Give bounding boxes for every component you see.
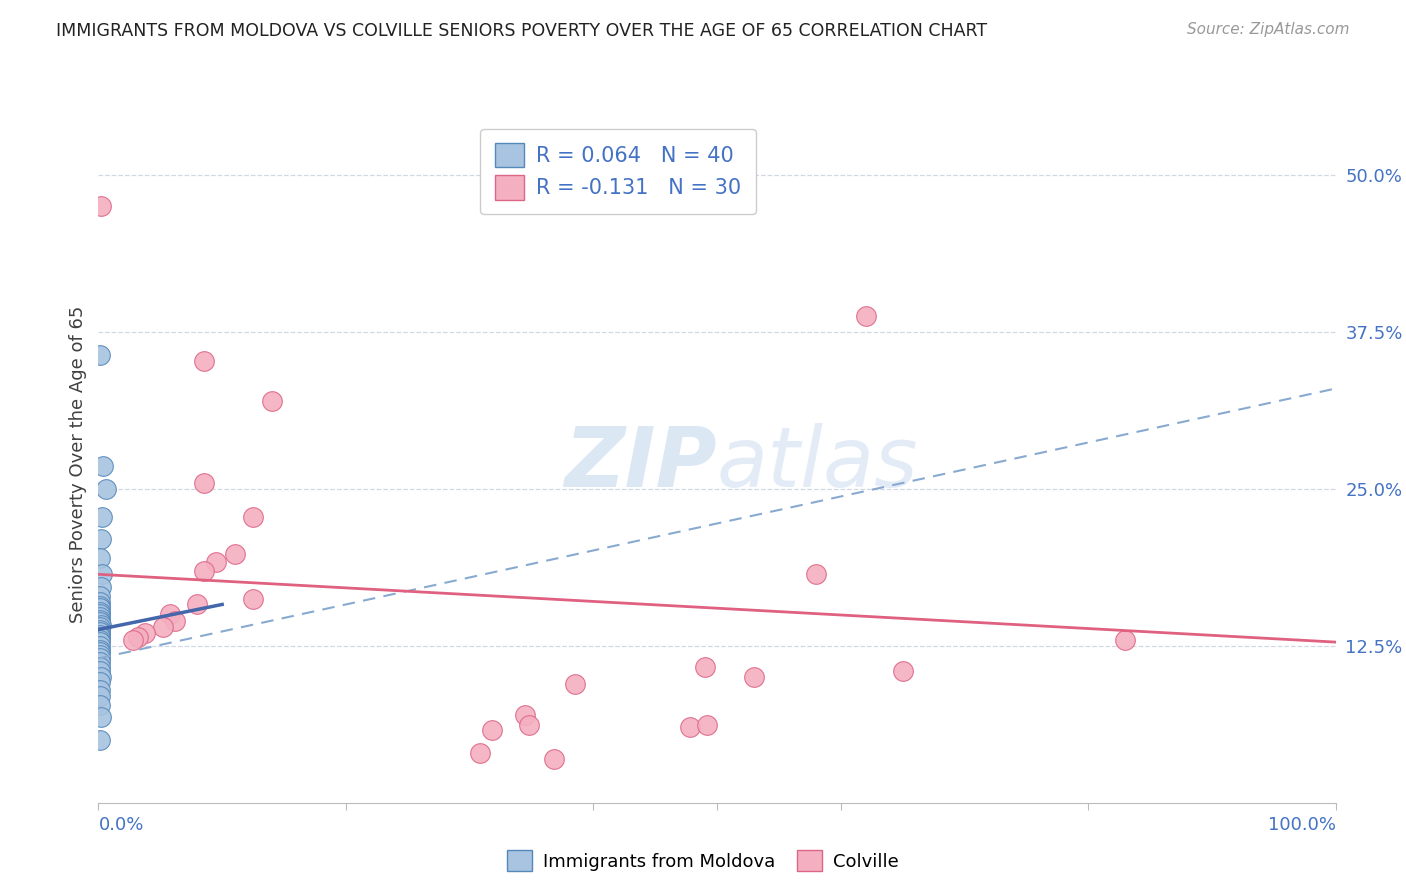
Point (89, 623, 111, 637)
Point (193, 564, 215, 578)
Point (515, 707, 537, 722)
Legend: R = 0.064   N = 40, R = -0.131   N = 30: R = 0.064 N = 40, R = -0.131 N = 30 (479, 128, 756, 214)
Point (89, 605, 111, 619)
Point (89, 625, 111, 640)
Point (91, 509, 114, 524)
Y-axis label: Seniors Poverty Over the Age of 65: Seniors Poverty Over the Age of 65 (69, 305, 87, 623)
Point (89, 635, 111, 649)
Point (89, 645, 111, 659)
Point (89, 589, 111, 603)
Point (89, 733, 111, 747)
Point (696, 718, 718, 732)
Text: 0.0%: 0.0% (98, 816, 143, 834)
Point (152, 620, 174, 634)
Point (89, 639, 111, 653)
Point (89, 632, 111, 647)
Point (89, 698, 111, 712)
Point (89, 689, 111, 703)
Point (93, 459, 115, 474)
Point (122, 632, 145, 647)
Text: IMMIGRANTS FROM MOLDOVA VS COLVILLE SENIORS POVERTY OVER THE AGE OF 65 CORRELATI: IMMIGRANTS FROM MOLDOVA VS COLVILLE SENI… (56, 22, 987, 40)
Point (94, 482, 117, 496)
Point (90, 532, 112, 546)
Text: Source: ZipAtlas.com: Source: ZipAtlas.com (1187, 22, 1350, 37)
Point (89, 655, 111, 669)
Point (89, 551, 111, 566)
Point (127, 630, 149, 644)
Point (89, 607, 111, 622)
Point (1114, 632, 1136, 647)
Point (89, 615, 111, 629)
Point (89, 651, 111, 665)
Point (742, 670, 765, 684)
Point (855, 309, 877, 323)
Point (89, 682, 111, 697)
Point (89, 620, 111, 634)
Point (193, 354, 215, 368)
Point (679, 721, 702, 735)
Point (242, 509, 264, 524)
Point (91, 567, 114, 582)
Point (89, 601, 111, 615)
Point (186, 598, 208, 612)
Point (543, 752, 565, 766)
Point (260, 394, 283, 409)
Point (193, 475, 215, 490)
Point (134, 626, 156, 640)
Point (468, 746, 491, 760)
Point (693, 660, 716, 674)
Point (89, 664, 111, 678)
Point (205, 555, 228, 569)
Point (517, 718, 540, 732)
Point (89, 348, 111, 362)
Point (89, 627, 111, 641)
Point (90, 617, 112, 632)
Point (481, 723, 503, 737)
Point (89, 675, 111, 690)
Point (89, 610, 111, 624)
Legend: Immigrants from Moldova, Colville: Immigrants from Moldova, Colville (501, 843, 905, 879)
Text: atlas: atlas (717, 424, 918, 504)
Point (89, 595, 111, 609)
Point (242, 592, 264, 607)
Point (89, 642, 111, 657)
Point (89, 613, 111, 627)
Point (891, 664, 914, 678)
Point (159, 607, 181, 622)
Point (165, 614, 187, 628)
Point (90, 199, 112, 213)
Text: 100.0%: 100.0% (1268, 816, 1336, 834)
Point (90, 710, 112, 724)
Point (564, 676, 586, 690)
Point (90, 670, 112, 684)
Point (89, 630, 111, 644)
Point (89, 648, 111, 662)
Point (89, 599, 111, 613)
Point (804, 567, 827, 582)
Point (90, 580, 112, 594)
Point (224, 547, 246, 561)
Point (89, 660, 111, 674)
Text: ZIP: ZIP (564, 424, 717, 504)
